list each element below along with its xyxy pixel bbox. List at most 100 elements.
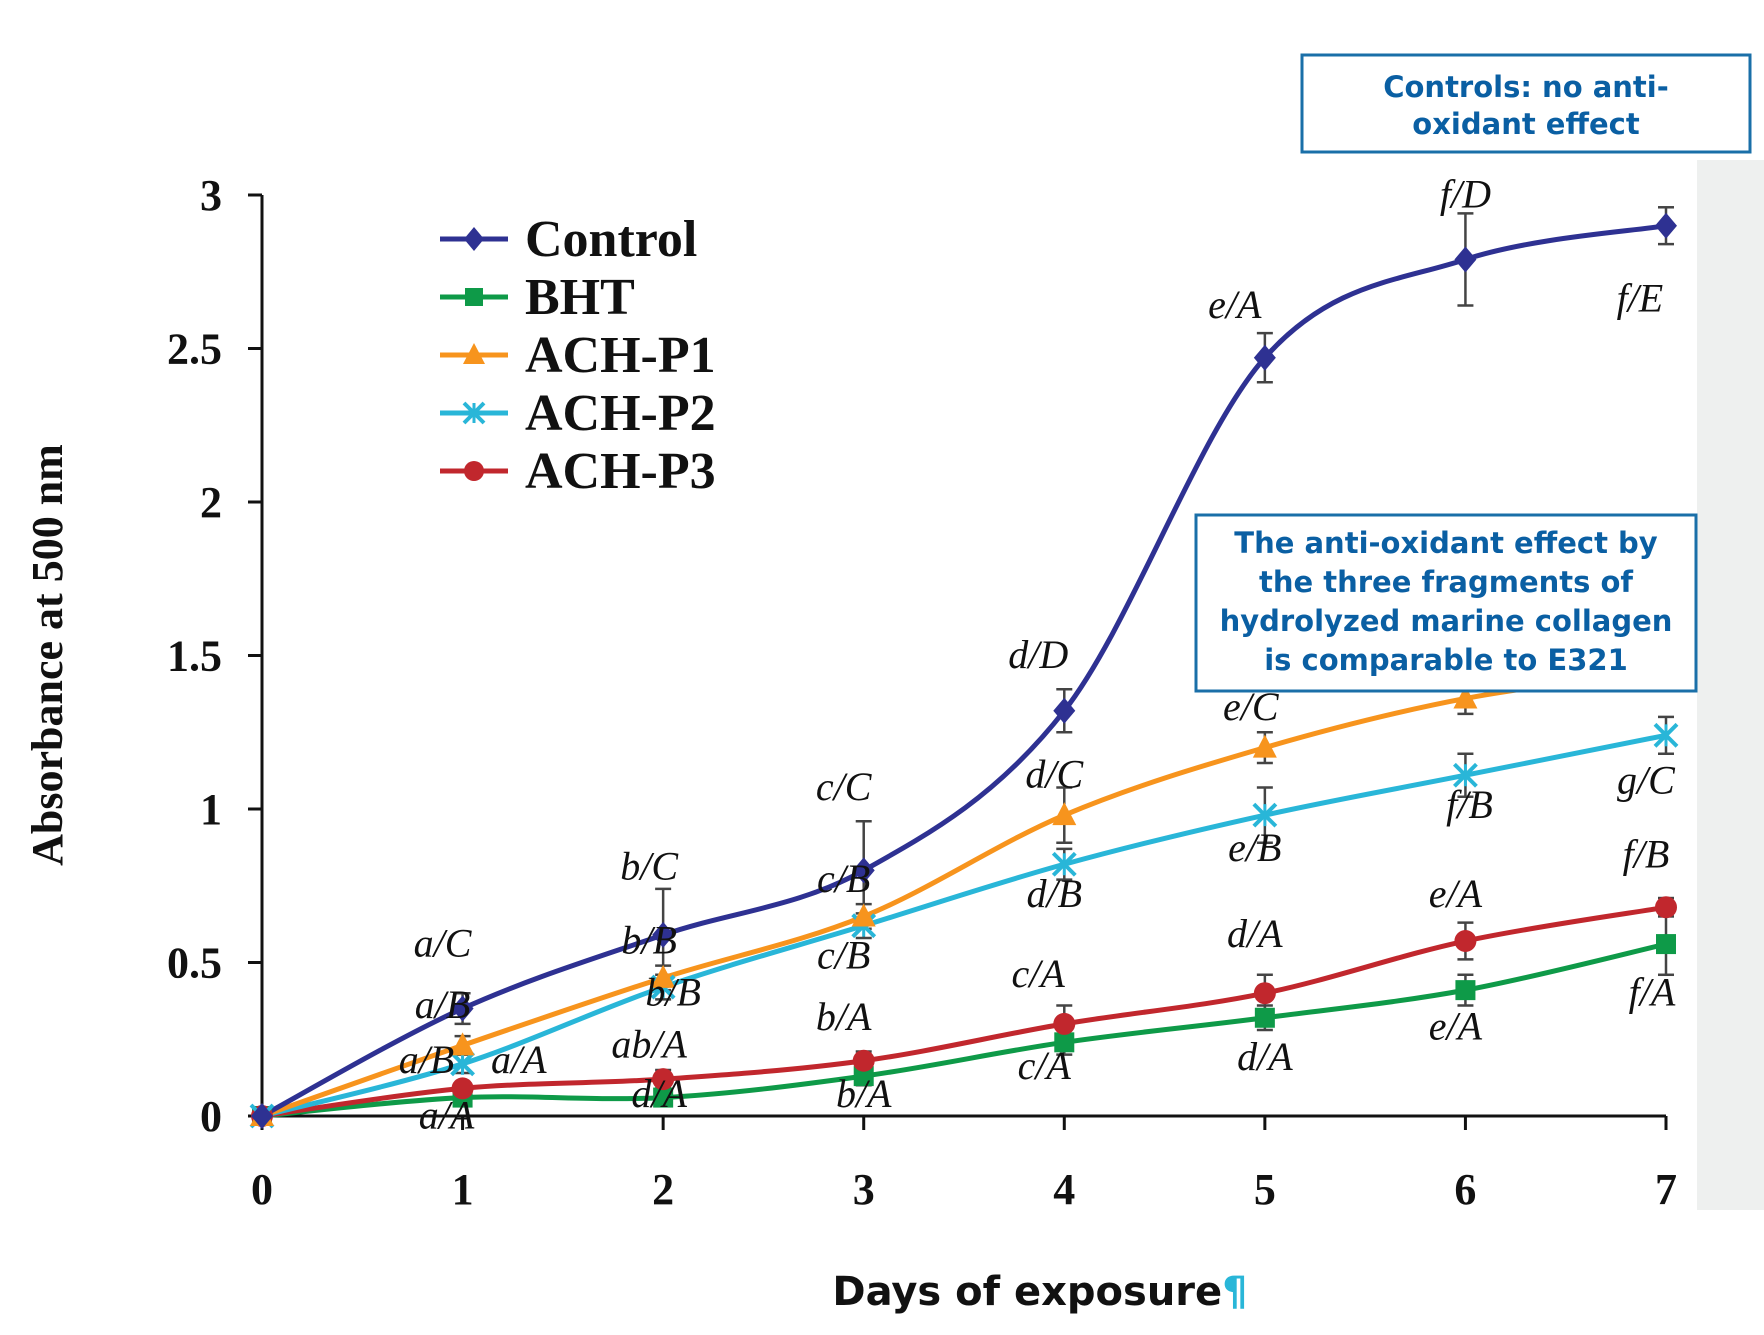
y-tick-label: 0.5 <box>167 939 222 988</box>
legend-label: ACH-P2 <box>525 385 716 442</box>
x-tick-label: 2 <box>652 1165 674 1214</box>
control-point <box>852 857 875 884</box>
significance-label: c/B <box>817 933 870 978</box>
significance-label: e/A <box>1429 1003 1483 1048</box>
ach-p1-point <box>450 1032 475 1056</box>
x-tick-label: 4 <box>1053 1165 1075 1214</box>
ach-p3-point <box>451 1077 474 1100</box>
significance-label: c/A <box>1012 951 1066 996</box>
legend-swatch-marker <box>465 288 483 306</box>
ach-p1-point <box>851 903 876 927</box>
ach-p3-point <box>1053 1012 1076 1035</box>
significance-label: f/B <box>1623 831 1670 876</box>
significance-label: c/A <box>1018 1043 1072 1088</box>
ach-p3-point <box>852 1049 875 1072</box>
legend-item-ach-p1: ACH-P1 <box>440 327 716 384</box>
control-point <box>1655 212 1677 239</box>
legend-item-ach-p2: ACH-P2 <box>440 385 716 442</box>
x-tick-label: 5 <box>1254 1165 1276 1214</box>
y-tick-label: 1 <box>200 785 222 834</box>
control-point <box>1253 344 1276 371</box>
x-tick-label: 3 <box>853 1165 875 1214</box>
significance-label: d/C <box>1025 752 1084 797</box>
significance-label: b/A <box>816 994 872 1039</box>
ach-p3-point <box>1253 982 1276 1005</box>
y-ticks: 0 0.5 1 1.5 2 2.5 3 <box>167 171 262 1141</box>
significance-label: b/A <box>836 1071 892 1116</box>
ach-p2-point <box>450 1051 475 1077</box>
ach-p2-line <box>261 732 1667 1119</box>
y-tick-label: 1.5 <box>167 632 222 681</box>
ach-p2-point <box>1653 722 1679 748</box>
significance-label: e/A <box>1429 871 1483 916</box>
significance-label: b/B <box>621 917 677 962</box>
y-axis-label: Absorbance at 500 nm <box>23 444 72 866</box>
significance-label: f/E <box>1617 276 1664 321</box>
control-point <box>1053 697 1076 724</box>
significance-label: e/B <box>1228 825 1281 870</box>
significance-label: e/A <box>1208 282 1262 327</box>
effect-note-line-4: is comparable to E321 <box>1264 643 1628 677</box>
series-lines <box>260 223 1667 1119</box>
bht-point <box>1254 1007 1275 1028</box>
effect-note-line-3: hydrolyzed marine collagen <box>1220 604 1673 638</box>
x-tick-label: 6 <box>1454 1165 1476 1214</box>
significance-labels: a/Ca/Ba/B a/Aa/Ab/Cb/Bb/Bab/Ad/Ac/Cc/Bc/B… <box>399 171 1676 1137</box>
bht-point <box>653 1087 674 1108</box>
legend-swatch-marker <box>464 227 484 251</box>
y-tick-label: 3 <box>200 171 222 220</box>
x-tick-label: 1 <box>452 1165 474 1214</box>
significance-label: f/D <box>1440 171 1491 216</box>
significance-label: a/B <box>415 982 471 1027</box>
ach-p1-point <box>651 964 676 988</box>
effect-note-line-2: the three fragments of <box>1259 565 1633 599</box>
significance-label: f/B <box>1446 782 1493 827</box>
control-line <box>260 223 1667 1119</box>
significance-label: b/C <box>620 844 679 889</box>
ach-p1-point <box>1252 734 1277 758</box>
control-point <box>652 921 675 948</box>
controls-note-line-2: oxidant effect <box>1412 107 1640 141</box>
legend-label: BHT <box>525 269 635 326</box>
legend-item-control: Control <box>440 211 697 268</box>
significance-label: f/A <box>1629 969 1676 1014</box>
significance-label: d/A <box>1237 1034 1293 1079</box>
y-tick-label: 0 <box>200 1092 222 1141</box>
effect-note-border <box>1194 513 1698 693</box>
legend-label: ACH-P1 <box>525 327 716 384</box>
bht-point <box>1455 980 1476 1001</box>
controls-note-line-1: Controls: no anti- <box>1383 70 1669 104</box>
ach-p1-point <box>1453 685 1478 709</box>
significance-label: a/A <box>491 1037 547 1082</box>
ach-p3-line <box>261 904 1667 1119</box>
y-tick-label: 2 <box>200 478 222 527</box>
control-point <box>251 1103 273 1129</box>
legend-swatch-marker <box>464 461 484 481</box>
x-axis-label-pilcrow: ¶ <box>1222 1269 1247 1315</box>
ach-p3-point <box>1454 930 1477 953</box>
controls-note-box: Controls: no anti- oxidant effect <box>1300 53 1752 154</box>
ach-p3-point <box>652 1068 675 1091</box>
x-ticks: 0 1 2 3 4 5 6 7 <box>251 1116 1677 1214</box>
legend-item-bht: BHT <box>440 269 635 326</box>
significance-label: d/A <box>631 1071 687 1116</box>
ach-p1-line <box>261 668 1667 1119</box>
significance-label: d/B <box>1026 871 1082 916</box>
right-edge-panel <box>1697 160 1764 1210</box>
significance-label: c/B <box>817 856 870 901</box>
significance-label: a/B <box>399 1037 455 1082</box>
legend-label: Control <box>525 211 697 268</box>
legend-swatch-marker <box>463 343 485 364</box>
ach-p1-point <box>1052 802 1077 826</box>
x-tick-label: 0 <box>251 1165 273 1214</box>
significance-label: b/B <box>645 969 701 1014</box>
y-tick-label: 2.5 <box>167 325 222 374</box>
x-axis-label-text: Days of exposure <box>832 1269 1222 1315</box>
series-markers <box>249 212 1679 1129</box>
ach-p2-point <box>1453 762 1478 788</box>
effect-note-box: The anti-oxidant effect by the three fra… <box>1194 513 1698 693</box>
legend-swatch-marker <box>462 401 486 425</box>
significance-label: c/C <box>816 764 873 809</box>
x-axis-label: Days of exposure¶ <box>832 1269 1247 1315</box>
